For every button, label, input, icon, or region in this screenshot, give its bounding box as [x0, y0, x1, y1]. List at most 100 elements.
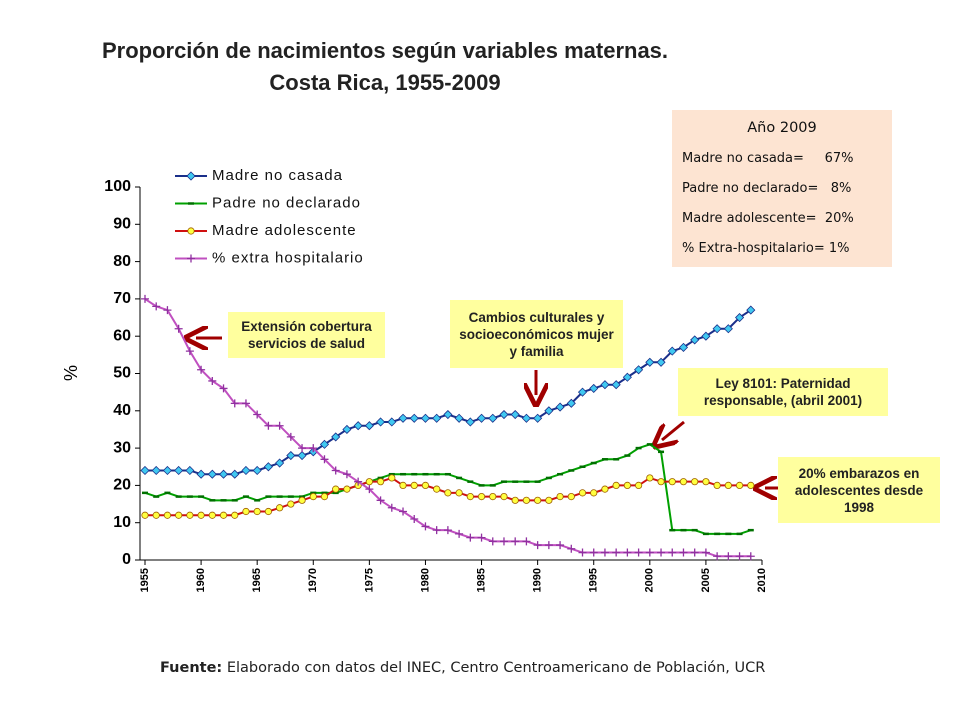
marker: [354, 477, 363, 486]
marker: [309, 444, 318, 453]
marker: [197, 511, 205, 519]
marker: [163, 511, 172, 519]
marker: [387, 503, 396, 512]
marker: [208, 511, 216, 519]
info-row: % Extra-hospitalario= 1%: [682, 241, 850, 256]
marker: [567, 544, 576, 553]
marker: [332, 485, 340, 493]
marker: [152, 302, 161, 311]
marker: [141, 294, 149, 303]
marker: [679, 478, 688, 486]
info-row: Padre no declarado= 8%: [682, 181, 852, 196]
marker: [723, 324, 733, 334]
marker: [589, 383, 599, 393]
marker: [343, 485, 351, 493]
x-tick-label: 1970: [307, 568, 319, 592]
marker: [197, 365, 206, 374]
marker: [320, 492, 329, 501]
marker: [264, 421, 273, 430]
marker: [611, 380, 621, 390]
marker: [263, 462, 273, 472]
annotation: Ley 8101: Paternidad responsable, (abril…: [678, 368, 888, 416]
marker: [488, 537, 497, 546]
series: [140, 305, 756, 479]
marker: [444, 489, 452, 497]
footer-text: Elaborado con datos del INEC, Centro Cen…: [222, 660, 766, 676]
y-tick-label: 100: [104, 178, 131, 195]
marker: [712, 324, 722, 334]
marker: [252, 465, 262, 476]
series: [141, 294, 755, 561]
marker: [645, 357, 655, 367]
marker: [218, 469, 229, 479]
marker: [522, 496, 531, 504]
marker: [544, 406, 554, 416]
marker: [690, 335, 700, 345]
marker: [298, 444, 307, 453]
marker: [476, 413, 487, 423]
chart-subtitle: Costa Rica, 1955-2009: [269, 70, 501, 95]
marker: [342, 470, 351, 479]
marker: [409, 413, 419, 423]
marker: [241, 465, 251, 476]
marker: [612, 481, 620, 489]
marker: [734, 312, 745, 323]
y-tick-label: 70: [113, 290, 131, 307]
marker: [556, 492, 564, 501]
marker: [477, 533, 486, 542]
marker: [634, 548, 643, 557]
marker: [724, 552, 733, 561]
marker: [466, 533, 475, 542]
y-tick-label: 40: [113, 402, 131, 419]
marker: [455, 529, 464, 538]
x-tick-label: 1975: [363, 568, 375, 592]
marker: [499, 537, 508, 546]
marker: [477, 492, 486, 501]
marker: [185, 347, 194, 356]
info-row: Madre no casada= 67%: [682, 151, 854, 166]
marker: [364, 421, 374, 431]
marker: [534, 496, 542, 504]
series: [141, 474, 755, 519]
marker: [545, 496, 553, 504]
y-tick-label: 0: [122, 551, 131, 568]
chart-title: Proporción de nacimientos según variable…: [101, 38, 669, 63]
marker: [455, 489, 463, 497]
marker: [286, 432, 295, 441]
marker: [342, 424, 352, 435]
marker: [152, 511, 160, 519]
marker: [410, 481, 418, 489]
marker: [151, 465, 161, 476]
marker: [420, 413, 431, 423]
y-tick-label: 10: [113, 514, 131, 531]
marker: [578, 548, 587, 557]
marker: [207, 469, 217, 479]
marker: [219, 384, 228, 393]
marker: [656, 357, 666, 367]
marker: [187, 254, 195, 263]
marker: [319, 439, 330, 449]
marker: [162, 465, 173, 476]
marker: [623, 481, 631, 489]
marker: [454, 413, 464, 423]
marker: [556, 541, 565, 550]
marker: [589, 548, 598, 557]
marker: [432, 526, 441, 535]
marker: [231, 511, 239, 519]
annotation: Cambios culturales y socioeconómicos muj…: [450, 300, 623, 368]
marker: [432, 413, 442, 423]
marker: [287, 500, 295, 508]
marker: [174, 324, 183, 333]
marker: [241, 399, 250, 408]
marker: [141, 511, 149, 519]
marker: [668, 548, 677, 557]
marker: [600, 380, 610, 390]
marker: [690, 548, 699, 557]
marker: [286, 450, 296, 461]
marker: [634, 481, 643, 489]
x-tick-label: 1995: [588, 568, 600, 592]
marker: [230, 469, 240, 479]
marker: [398, 413, 408, 423]
marker: [298, 496, 306, 504]
